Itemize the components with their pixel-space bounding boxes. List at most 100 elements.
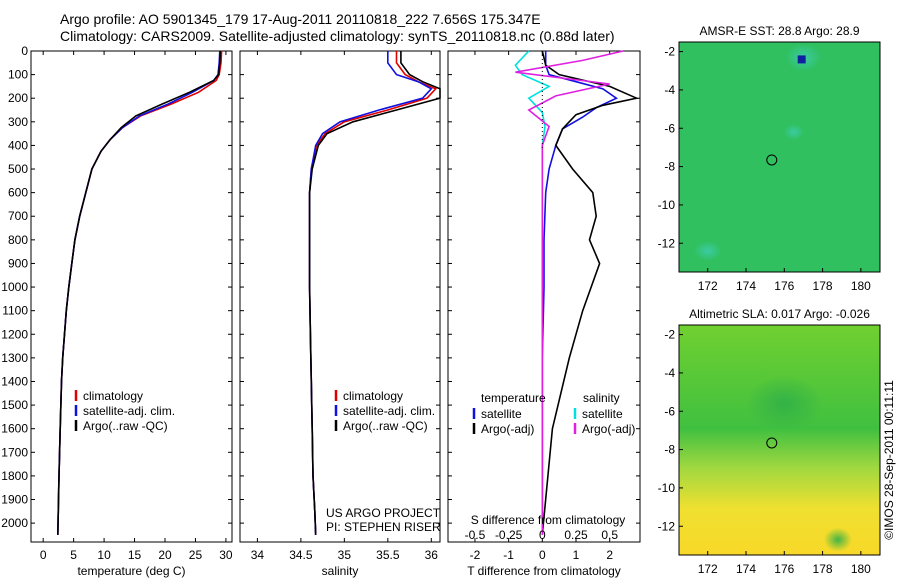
panel-salinity: 34 34.5 35 35.5 36 salinity: [239, 50, 441, 578]
legend-label: satellite: [481, 407, 522, 421]
panel-temperature: 0 5 10 15 20 25 300100200300400500600700800900…: [1, 44, 233, 578]
y-tick-label: 1900: [1, 493, 28, 507]
y-tick-label: -8: [664, 160, 675, 174]
x-tick-label: 10: [97, 548, 111, 562]
y-tick-label: 1600: [1, 422, 28, 436]
series-line-2: [57, 50, 222, 535]
y-tick-label: 1200: [1, 327, 28, 341]
legend-label: Argo(-adj): [582, 422, 635, 436]
pi-annotation: PI: STEPHEN RISER: [326, 520, 441, 534]
x-tick-label: 174: [736, 562, 756, 576]
map-sst: 172 174 176 178 180 -2 -4 -6 -8 -10 -12 AMSR-E SST:…: [658, 24, 881, 293]
x-tick-label-salinity: 0: [539, 528, 546, 542]
map-field: [679, 325, 880, 555]
x-tick-label-salinity: 0.5: [601, 528, 618, 542]
warm-patch: [693, 240, 722, 261]
x-tick-label: 172: [698, 562, 718, 576]
x-tick-label: 172: [698, 279, 718, 293]
project-annotation: US ARGO PROJECT: [326, 506, 441, 520]
y-tick-label: -6: [664, 404, 675, 418]
argo-position-marker: [766, 437, 778, 449]
y-tick-label: 1300: [1, 351, 28, 365]
y-tick-label: -6: [664, 121, 675, 135]
y-tick-label: -4: [664, 83, 675, 97]
y-tick-label: 400: [8, 138, 28, 152]
x-tick-label: 0: [40, 548, 47, 562]
y-tick-label: 1400: [1, 374, 28, 388]
y-tick-label: 200: [8, 91, 28, 105]
panel-difference: -2 -1 0 1 2 T difference from climatology: [447, 50, 641, 578]
page-title: Argo profile: AO 5901345_179 17-Aug-2011…: [60, 11, 541, 27]
x-tick-label: 34.5: [289, 548, 313, 562]
x-axis-label: temperature (deg C): [77, 564, 185, 578]
series-line-3: [515, 50, 624, 535]
y-tick-label: 0: [21, 44, 28, 58]
x-tick-label: 35: [338, 548, 352, 562]
missing-data-patch: [797, 55, 806, 64]
y-tick-label: 500: [8, 162, 28, 176]
warm-patch: [783, 124, 804, 141]
x-tick-label: 180: [851, 562, 871, 576]
x-tick-label: 35.5: [376, 548, 400, 562]
page-subtitle: Climatology: CARS2009. Satellite-adjuste…: [60, 28, 615, 44]
argo-position-marker: [766, 154, 778, 166]
x-tick-label: 178: [813, 562, 833, 576]
x-tick-label: 20: [158, 548, 172, 562]
x-tick-label: 30: [219, 548, 233, 562]
map-field: [679, 42, 880, 272]
y-tick-label: -4: [664, 366, 675, 380]
legend-label: climatology: [343, 389, 403, 403]
legend-label: climatology: [83, 389, 143, 403]
x-tick-label-salinity: 0.25: [564, 528, 588, 542]
low-patch: [746, 375, 823, 432]
x-tick-label: 180: [851, 279, 871, 293]
low-patch: [823, 527, 852, 552]
y-tick-label: -2: [664, 45, 675, 59]
y-tick-label: 1700: [1, 445, 28, 459]
legend-label: satellite: [582, 407, 623, 421]
y-tick-label: 2000: [1, 516, 28, 530]
legend-header-temperature: temperature: [481, 391, 546, 405]
y-tick-label: 1500: [1, 398, 28, 412]
y-tick-label: -12: [658, 519, 676, 533]
x-tick-label: 15: [128, 548, 142, 562]
footer-stamp: ©IMOS 28-Sep-2011 00:11:11: [882, 380, 896, 540]
x-tick-label-salinity: -0.5: [465, 528, 486, 542]
legend-header-salinity: salinity: [583, 391, 620, 405]
y-tick-label: 100: [8, 68, 28, 82]
legend-label: Argo(..raw -QC): [343, 419, 428, 433]
x-tick-label: 5: [70, 548, 77, 562]
series-line-2: [308, 51, 441, 535]
map-sla: 172 174 176 178 180 -2 -4 -6 -8 -10 -12 Altimetric …: [658, 307, 881, 576]
legend-label: Argo(..raw -QC): [83, 419, 168, 433]
x-tick-label: 34: [251, 548, 265, 562]
x-tick-label: 176: [774, 279, 794, 293]
legend-label: satellite-adj. clim.: [343, 404, 435, 418]
x-tick-label-salinity: -0.25: [495, 528, 523, 542]
legend-label: satellite-adj. clim.: [83, 404, 175, 418]
x-axis-label: salinity: [322, 564, 359, 578]
x-tick-label: 176: [774, 562, 794, 576]
x-tick-label: 0: [539, 548, 546, 562]
series-line-1: [541, 50, 640, 535]
map-title: Altimetric SLA: 0.017 Argo: -0.026: [689, 307, 870, 321]
y-tick-label: 1000: [1, 280, 28, 294]
y-tick-label: 900: [8, 256, 28, 270]
y-tick-label: -10: [658, 198, 676, 212]
y-tick-label: -10: [658, 481, 676, 495]
x-tick-label: 1: [573, 548, 580, 562]
y-tick-label: -12: [658, 236, 676, 250]
y-tick-label: 1800: [1, 469, 28, 483]
x-tick-label: -1: [503, 548, 514, 562]
x-axis-label: T difference from climatology: [467, 564, 621, 578]
map-frame: [678, 41, 881, 273]
legend-label: Argo(-adj): [481, 422, 534, 436]
y-tick-label: -2: [664, 328, 675, 342]
y-tick-label: -8: [664, 443, 675, 457]
plot-frame: [239, 50, 441, 543]
map-title: AMSR-E SST: 28.8 Argo: 28.9: [699, 24, 859, 38]
plot-frame: [30, 50, 233, 543]
y-tick-label: 700: [8, 209, 28, 223]
y-tick-label: 300: [8, 115, 28, 129]
